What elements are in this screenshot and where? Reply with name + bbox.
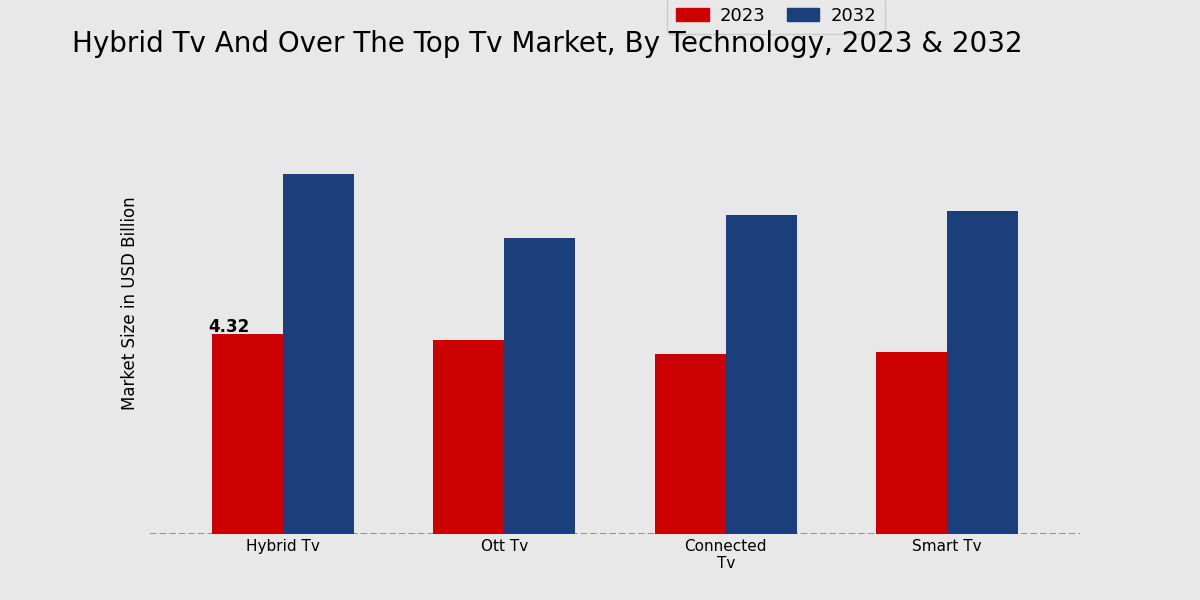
Bar (655, 354, 726, 534)
Bar (876, 352, 947, 534)
Bar (947, 211, 1018, 534)
Bar (504, 238, 575, 534)
Bar (283, 173, 354, 534)
Bar (433, 340, 504, 534)
Text: 4.32: 4.32 (209, 318, 250, 336)
Text: Hybrid Tv And Over The Top Tv Market, By Technology, 2023 & 2032: Hybrid Tv And Over The Top Tv Market, By… (72, 30, 1022, 58)
Bar (212, 334, 283, 534)
Legend: 2023, 2032: 2023, 2032 (667, 0, 884, 34)
Y-axis label: Market Size in USD Billion: Market Size in USD Billion (121, 196, 139, 410)
Bar (726, 215, 797, 534)
